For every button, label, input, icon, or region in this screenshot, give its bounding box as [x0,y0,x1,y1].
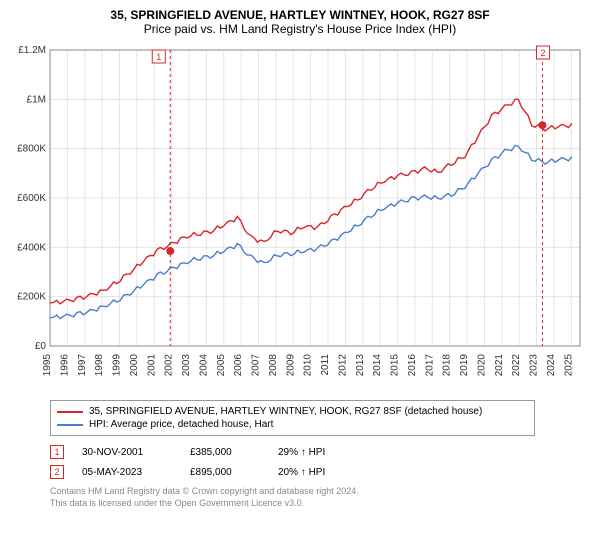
legend-label: HPI: Average price, detached house, Hart [89,419,273,430]
chart-subtitle: Price paid vs. HM Land Registry's House … [10,22,590,36]
line-chart: £0 £200K £400K £600K £800K £1M £1.2M 1995 1996 19… [10,42,590,392]
legend: 35, SPRINGFIELD AVENUE, HARTLEY WINTNEY,… [50,400,535,436]
plot-area: £0 £200K £400K £600K £800K £1M £1.2M 1995 1996 19… [10,42,590,392]
marker-badge: 1 [50,445,64,459]
svg-text:2021: 2021 [494,354,505,377]
markers-table: 1 30-NOV-2001 £385,000 29% ↑ HPI 2 05-MAY-202… [50,442,535,482]
svg-text:2019: 2019 [459,354,470,377]
marker-dot-2 [538,121,546,129]
svg-text:1995: 1995 [42,354,53,377]
svg-text:2016: 2016 [407,354,418,377]
footer-line1: Contains HM Land Registry data © Crown c… [50,486,590,498]
svg-text:2008: 2008 [268,354,279,377]
svg-text:2012: 2012 [337,354,348,377]
svg-text:£1M: £1M [27,94,46,105]
svg-text:2009: 2009 [285,354,296,377]
chart-container: 35, SPRINGFIELD AVENUE, HARTLEY WINTNEY,… [0,0,600,513]
marker-dot-1 [166,247,174,255]
legend-item: 35, SPRINGFIELD AVENUE, HARTLEY WINTNEY,… [57,405,528,418]
svg-text:2000: 2000 [129,354,140,377]
footer-line2: This data is licensed under the Open Gov… [50,498,590,510]
svg-text:2013: 2013 [355,354,366,377]
svg-text:2003: 2003 [181,354,192,377]
footer-attribution: Contains HM Land Registry data © Crown c… [50,486,590,509]
svg-text:2011: 2011 [320,354,331,376]
svg-text:2: 2 [540,48,545,58]
marker-row: 1 30-NOV-2001 £385,000 29% ↑ HPI [50,442,535,462]
svg-text:2022: 2022 [511,354,522,377]
svg-text:£200K: £200K [17,292,46,303]
svg-text:2015: 2015 [390,354,401,377]
legend-label: 35, SPRINGFIELD AVENUE, HARTLEY WINTNEY,… [89,406,482,417]
legend-swatch [57,411,83,413]
svg-text:£0: £0 [35,341,47,352]
marker-price: £895,000 [190,467,260,478]
svg-text:2014: 2014 [372,354,383,377]
svg-text:2020: 2020 [476,354,487,377]
chart-title: 35, SPRINGFIELD AVENUE, HARTLEY WINTNEY,… [10,6,590,22]
svg-text:2002: 2002 [164,354,175,377]
svg-text:2006: 2006 [233,354,244,377]
svg-text:2007: 2007 [251,354,262,377]
svg-text:2023: 2023 [529,354,540,377]
legend-item: HPI: Average price, detached house, Hart [57,418,528,431]
marker-date: 05-MAY-2023 [82,467,172,478]
legend-swatch [57,424,83,426]
marker-price: £385,000 [190,447,260,458]
svg-text:1997: 1997 [77,354,88,377]
svg-text:2017: 2017 [424,354,435,377]
svg-text:2025: 2025 [563,354,574,377]
svg-text:£1.2M: £1.2M [18,45,46,56]
svg-text:2024: 2024 [546,354,557,377]
svg-text:2005: 2005 [216,354,227,377]
marker-diff: 20% ↑ HPI [278,467,358,478]
svg-text:2001: 2001 [146,354,157,377]
svg-text:1996: 1996 [59,354,70,377]
svg-text:1999: 1999 [112,354,123,377]
svg-text:£400K: £400K [17,242,46,253]
marker-badge: 2 [50,465,64,479]
svg-text:2018: 2018 [442,354,453,377]
marker-date: 30-NOV-2001 [82,447,172,458]
svg-text:£800K: £800K [17,144,46,155]
svg-text:1: 1 [156,52,161,62]
svg-text:2010: 2010 [303,354,314,377]
svg-text:£600K: £600K [17,193,46,204]
marker-row: 2 05-MAY-2023 £895,000 20% ↑ HPI [50,462,535,482]
svg-text:2004: 2004 [198,354,209,377]
marker-diff: 29% ↑ HPI [278,447,358,458]
svg-text:1998: 1998 [94,354,105,377]
